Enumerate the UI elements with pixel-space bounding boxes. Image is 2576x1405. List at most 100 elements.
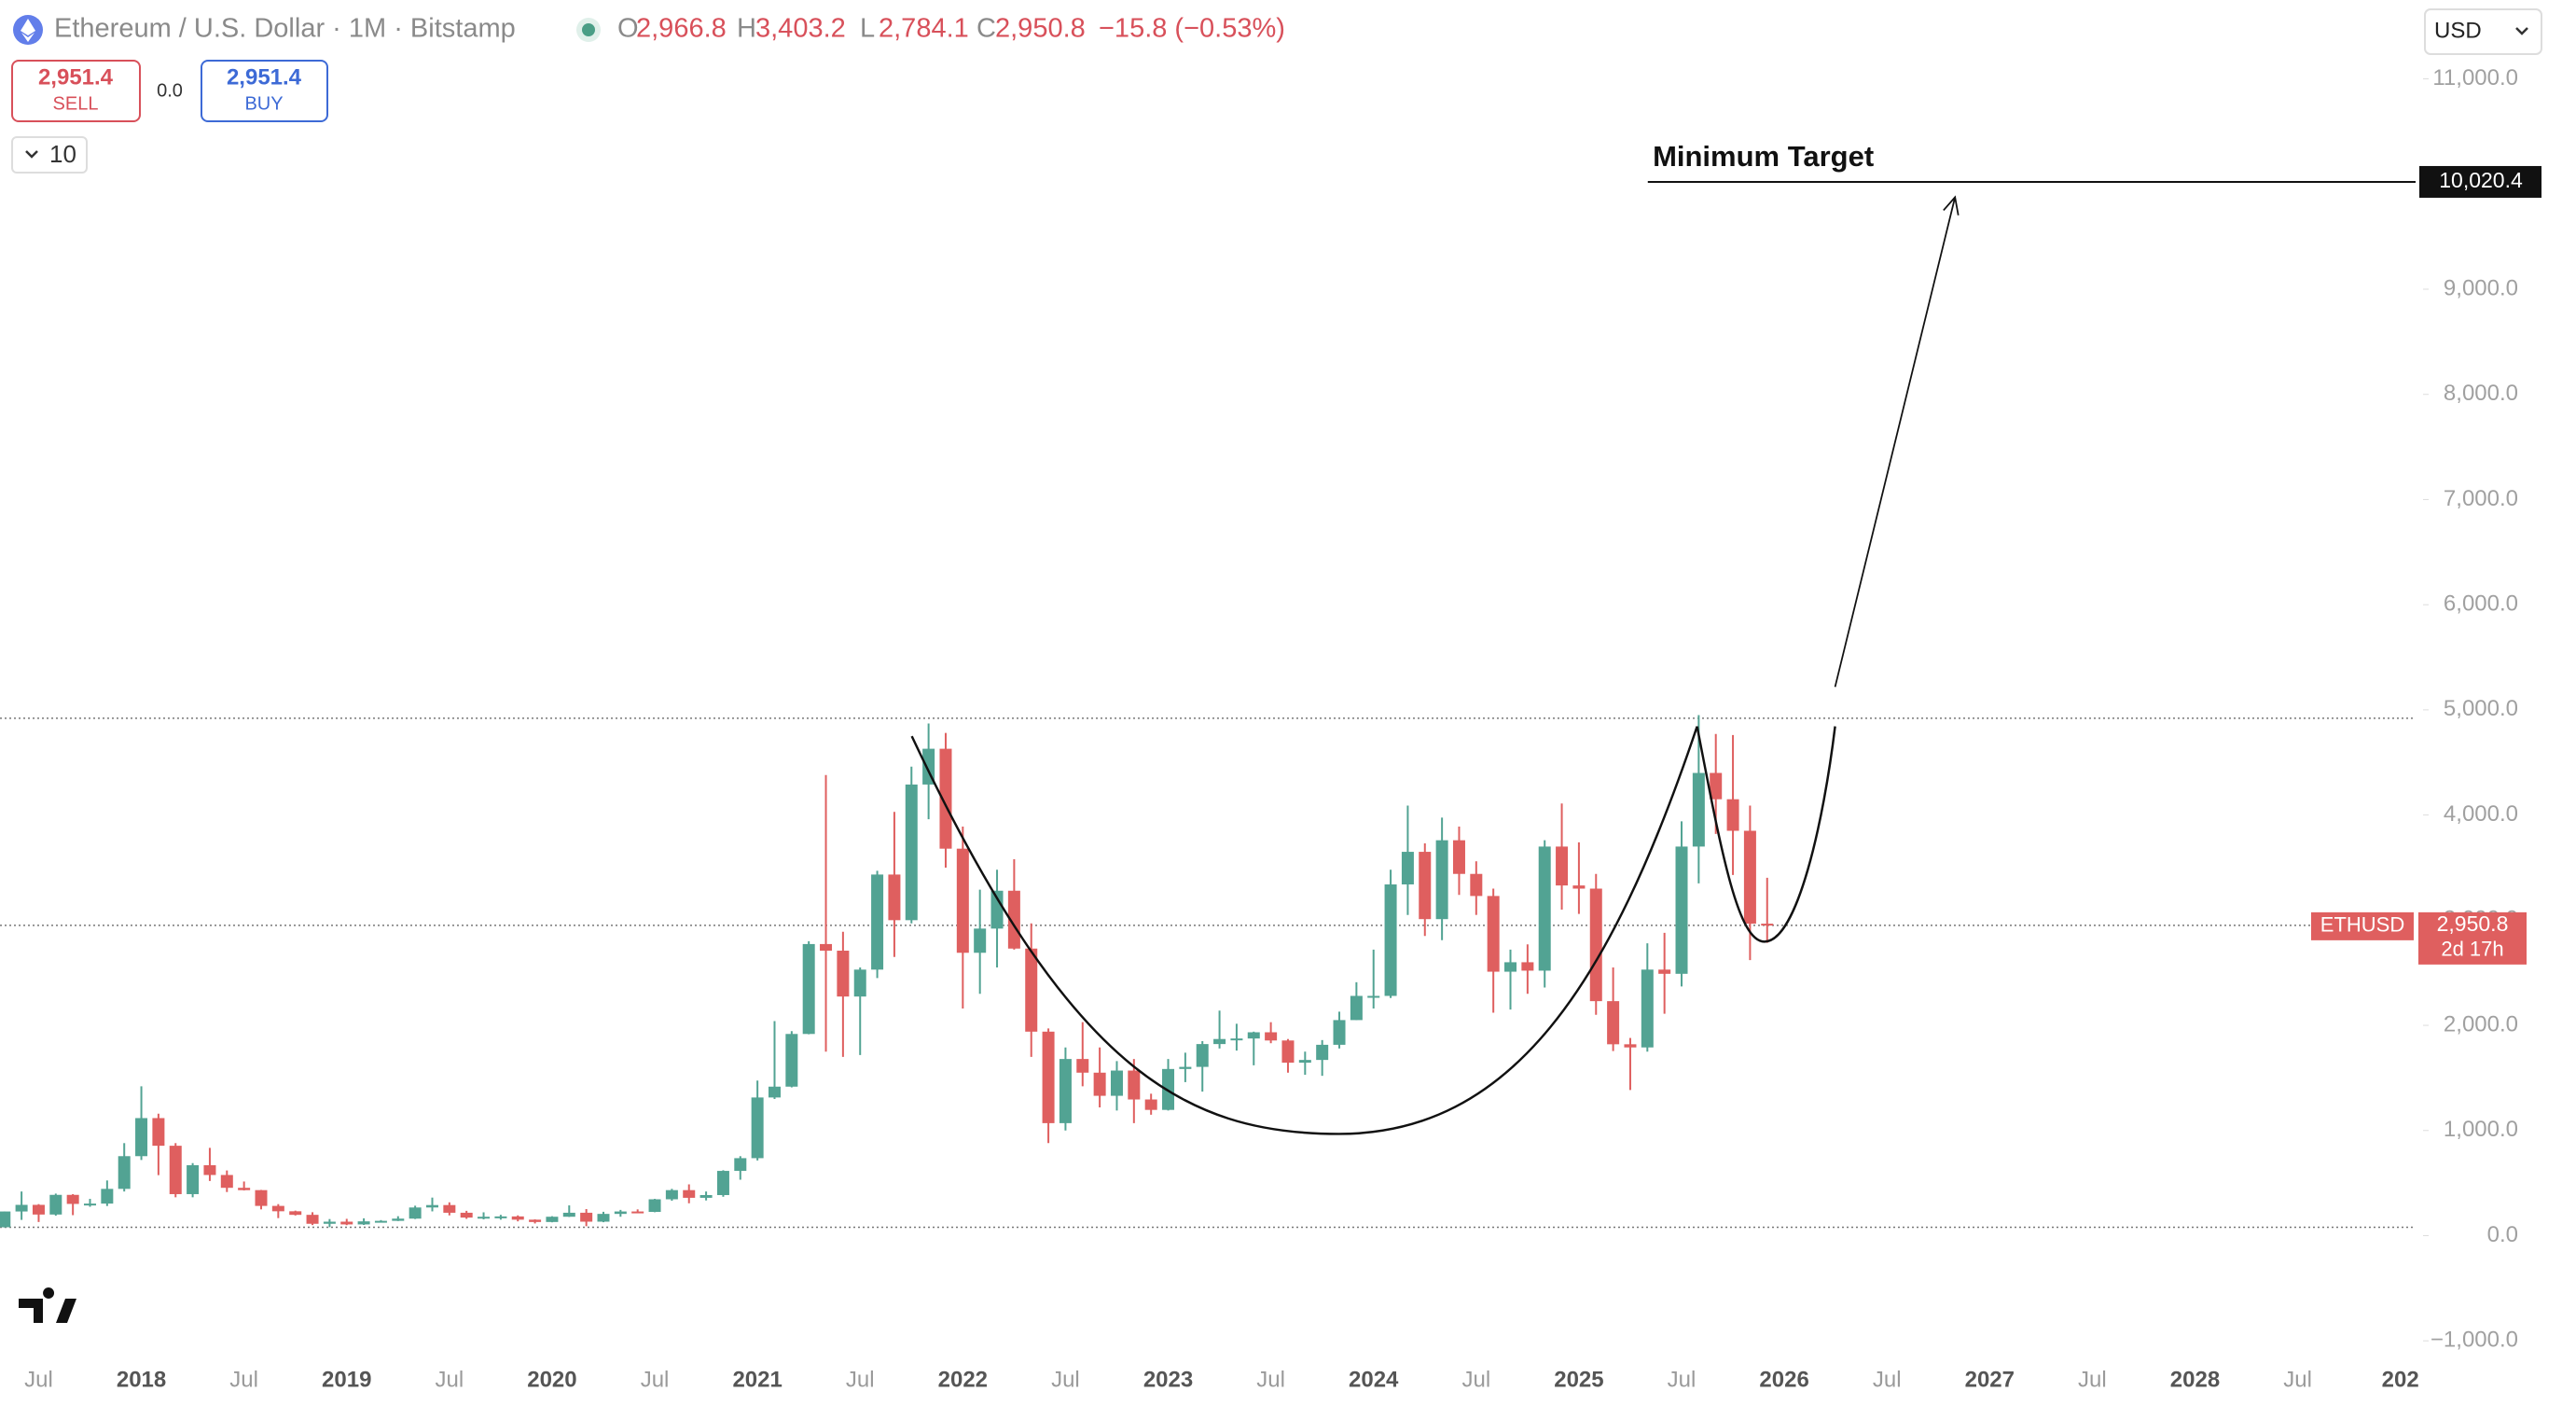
candle-body [289,1211,302,1216]
candle-body [1521,962,1534,971]
x-tick-label: 202 [2382,1367,2419,1392]
candle-body [1247,1032,1260,1039]
candle-body [597,1214,610,1222]
candle-body [529,1219,542,1222]
ohlc-key: L [860,14,875,44]
candle-body [238,1188,251,1190]
candle-body [1179,1066,1192,1069]
ohlc-legend: O2,966.8 H 3,403.2 L 2,784.1 C 2,950.8 [617,14,1086,44]
candle-body [974,928,987,953]
candle-body [1265,1032,1278,1041]
interval-menu[interactable] [11,136,88,174]
candle-body [1059,1059,1072,1123]
candle-body [683,1189,696,1198]
x-tick-label: 2020 [527,1367,576,1392]
candle-body [478,1217,491,1219]
x-tick-label: 2025 [1554,1367,1603,1392]
candle-body [853,969,866,997]
x-tick-label: Jul [1051,1367,1080,1392]
buy-button[interactable] [201,60,328,122]
candle-body [460,1212,473,1218]
candle-body [546,1217,559,1222]
x-tick-label: Jul [1461,1367,1490,1392]
candle-body [1658,969,1671,974]
candle-body [1093,1072,1106,1096]
candle-body [1196,1044,1209,1067]
candle-body [220,1175,233,1189]
candle-body [1213,1038,1226,1045]
chevron [2515,27,2528,35]
candle-body [15,1204,28,1212]
y-tick-label: 5,000.0 [2444,696,2518,721]
y-tick-label: 2,000.0 [2444,1011,2518,1036]
sell-button[interactable] [11,60,141,122]
candle-body [494,1216,507,1218]
buy-price: 2,951.4 [227,64,302,90]
y-tick-label: −1,000.0 [2431,1328,2518,1353]
symbol-box [2311,911,2414,940]
candle-body [1144,1099,1157,1110]
eth-glyph [21,19,35,42]
candle-body [956,848,969,953]
candle-body [716,1171,729,1195]
candle-body [1743,830,1756,925]
candle-body [1572,885,1586,889]
x-tick-label: 2024 [1349,1367,1399,1392]
candle-body [1607,1001,1620,1045]
sell-label: SELL [53,93,99,114]
candle-body [802,943,815,1035]
candle-body [1692,772,1705,847]
candle-body [1710,772,1723,800]
x-tick-label: 2027 [1965,1367,2015,1392]
last-price: 2,950.8 [2437,911,2509,936]
ohlc-key: O [617,14,639,44]
candle-body [648,1199,661,1213]
y-tick-label: 8,000.0 [2444,381,2518,406]
candle-body [66,1194,79,1204]
candle-body [271,1205,284,1212]
x-tick-label: Jul [1256,1367,1285,1392]
x-tick-label: 2028 [2170,1367,2220,1392]
candle-body [1435,840,1448,920]
candle-body [1589,888,1602,1002]
target-label: Minimum Target [1653,140,1874,173]
currency: USD [2434,18,2482,43]
ohlc-key: H [737,14,756,44]
candle-body [768,1086,781,1098]
candle-body [837,951,850,997]
candle-body [1367,995,1380,998]
chevron [25,150,38,159]
candle-body [357,1221,370,1225]
y-tick-label: 6,000.0 [2444,591,2518,617]
candle-body [1419,852,1432,920]
candle-body [0,1211,11,1228]
candle-body [255,1189,268,1206]
candle-body [118,1156,131,1189]
currency-select[interactable] [2424,8,2542,55]
candle-body [631,1211,644,1214]
candle-body [1128,1070,1141,1100]
candle-body [340,1221,353,1225]
candle-body [1350,995,1363,1021]
candle-body [939,748,952,849]
candle-body [1726,799,1739,831]
x-tick-label: 2022 [938,1367,988,1392]
x-tick-label: Jul [229,1367,258,1392]
symbol-title: Ethereum / U.S. Dollar · 1M · Bitstamp [54,14,516,44]
candle-body [699,1194,713,1198]
candle-body [1556,846,1569,886]
ohlc-value: 2,966.8 [636,14,727,44]
target-price: 10,020.4 [2439,168,2523,192]
candle-body [1333,1020,1346,1045]
candle-body [1675,846,1688,974]
plot-area: −1,000.00.01,000.02,000.03,000.04,000.05… [0,65,2541,1392]
candle-body [1624,1044,1637,1048]
x-tick-label: Jul [1873,1367,1902,1392]
candle-body [905,784,918,921]
x-tick-label: Jul [2283,1367,2312,1392]
y-tick-label: 11,000.0 [2432,65,2518,90]
candle-body [443,1204,456,1213]
candle-body [306,1215,319,1224]
candle-body [1042,1031,1055,1123]
candle-body [323,1221,336,1224]
